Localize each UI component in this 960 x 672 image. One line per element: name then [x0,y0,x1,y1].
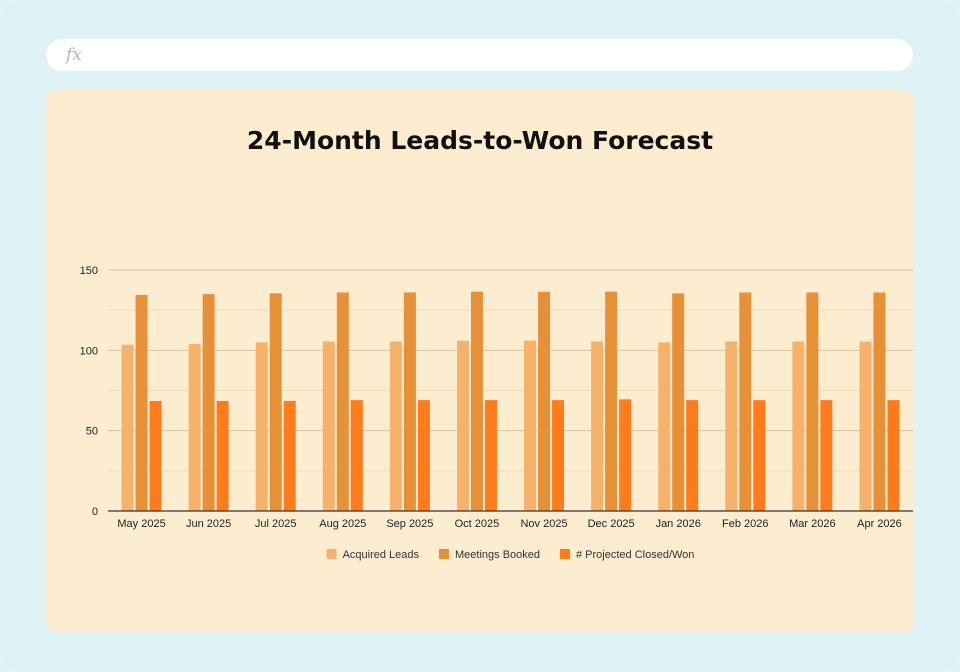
bar [121,344,134,511]
bar [188,343,201,511]
legend-label: Meetings Booked [455,549,540,561]
legend-label: Acquired Leads [343,549,420,561]
x-tick-label: Aug 2025 [319,518,366,530]
y-tick-label: 100 [80,345,98,357]
chart-card[interactable]: 24-Month Leads-to-Won Forecast 0 50 100 150… [46,90,914,632]
x-tick-label: Nov 2025 [520,518,567,530]
bar [859,341,872,511]
x-tick-label: Oct 2025 [455,518,500,530]
bar-chart: 0 50 100 150 May 2025 Jun 2025 Jul 2025 Aug 202… [80,265,913,561]
x-tick-label: Jan 2026 [656,518,701,530]
bar [269,293,282,511]
bar [484,400,497,511]
legend-swatch [560,549,571,559]
legend-swatch [326,549,337,559]
bar [417,400,430,511]
bar [283,400,296,511]
bar [658,342,671,511]
bar [403,292,416,511]
bar [820,400,833,511]
bar [591,341,604,511]
bar [725,341,738,511]
x-tick-label: May 2025 [117,518,165,530]
bar [686,400,699,511]
x-tick-label: Dec 2025 [588,518,635,530]
axes: 0 50 100 150 May 2025 Jun 2025 Jul 2025 Aug 202… [80,265,913,530]
bar [792,341,805,511]
formula-bar[interactable]: fx [46,39,913,71]
legend-swatch [439,549,450,559]
bar [552,400,565,511]
legend: Acquired Leads Meetings Booked # Projected… [326,549,694,561]
bar [456,340,469,511]
bar [605,291,618,511]
x-tick-label: Feb 2026 [722,518,768,530]
x-tick-label: Jul 2025 [255,518,297,530]
bars [121,291,900,511]
x-tick-label: Mar 2026 [789,518,835,530]
y-tick-label: 0 [92,506,98,518]
bar [255,342,268,511]
x-tick-label: Apr 2026 [857,518,902,530]
formula-input[interactable] [98,43,892,69]
bar [389,341,402,511]
bar [216,400,229,511]
x-tick-label: Jun 2025 [186,518,231,530]
gridlines [108,269,913,472]
bar [470,291,483,511]
bar [322,341,335,511]
bar [135,294,148,511]
chart-title: 24-Month Leads-to-Won Forecast [246,126,714,155]
fx-icon: fx [66,45,82,65]
bar [672,293,685,511]
y-tick-label: 50 [86,426,98,438]
y-tick-label: 150 [80,265,98,277]
legend-label: # Projected Closed/Won [576,549,694,561]
bar [538,291,551,511]
bar [149,400,162,511]
bar [524,340,537,511]
bar [619,399,632,511]
bar [887,400,900,511]
bar [739,292,752,511]
x-tick-label: Sep 2025 [386,518,433,530]
bar [336,292,349,511]
bar [806,292,819,511]
bar [350,400,363,511]
bar [202,294,215,511]
bar [753,400,766,511]
bar [873,292,886,511]
